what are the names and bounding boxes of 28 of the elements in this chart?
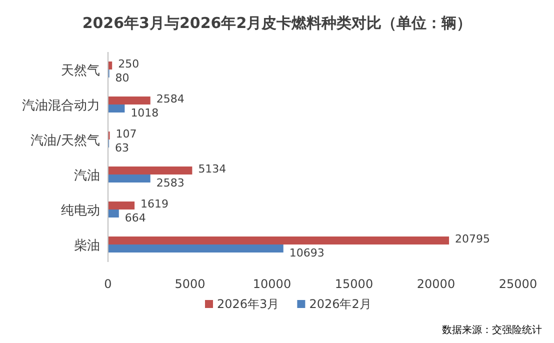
data-label: 5134 (198, 162, 226, 176)
y-tick-label: 汽油/天然气 (30, 134, 100, 148)
data-label: 1018 (130, 106, 159, 120)
data-label: 20795 (455, 232, 490, 246)
y-tick-label: 汽油混合动力 (22, 98, 100, 114)
x-tick-label: 10000 (252, 277, 292, 291)
x-tick-label: 5000 (174, 277, 206, 291)
data-label: 80 (115, 72, 130, 84)
x-tick-label: 15000 (334, 277, 374, 291)
data-label: 250 (118, 58, 140, 70)
y-tick-label: 汽油 (74, 168, 100, 184)
data-label: 2583 (156, 176, 184, 190)
y-tick-label: 柴油 (74, 238, 100, 254)
x-tick-label: 20000 (416, 277, 456, 291)
source-note: 数据来源：交强险统计 (442, 324, 542, 336)
data-label: 107 (116, 128, 137, 140)
data-label: 664 (124, 212, 146, 224)
chart-title: 2026年3月与2026年2月皮卡燃料种类对比（单位：辆） (82, 14, 472, 32)
legend-label: 2026年2月 (309, 297, 372, 311)
y-tick-label: 纯电动 (61, 204, 100, 218)
data-label: 2584 (156, 92, 184, 106)
data-label: 63 (115, 142, 130, 154)
x-tick-label: 25000 (498, 277, 538, 291)
legend-label: 2026年3月 (217, 297, 280, 311)
data-label: 1619 (140, 198, 169, 210)
y-tick-label: 天然气 (61, 64, 100, 78)
x-tick-label: 0 (104, 277, 112, 291)
data-label: 10693 (289, 246, 324, 260)
